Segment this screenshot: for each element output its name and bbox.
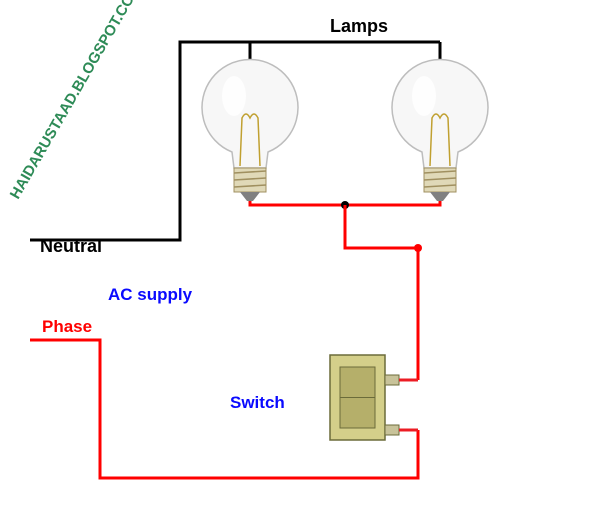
ac-supply-label: AC supply	[108, 285, 193, 304]
watermark-text: HAIDARUSTAAD.BLOGSPOT.COM	[7, 0, 145, 202]
lamp-right	[392, 60, 488, 201]
lamps-label: Lamps	[330, 16, 388, 36]
switch	[330, 355, 399, 440]
wire-to-switch-top	[345, 205, 418, 380]
junction-node-phase	[414, 244, 422, 252]
lamp-left	[202, 60, 298, 201]
circuit-diagram: HAIDARUSTAAD.BLOGSPOT.COM Lamps Neutral …	[0, 0, 600, 506]
switch-label: Switch	[230, 393, 285, 412]
neutral-label: Neutral	[40, 236, 102, 256]
phase-label: Phase	[42, 317, 92, 336]
